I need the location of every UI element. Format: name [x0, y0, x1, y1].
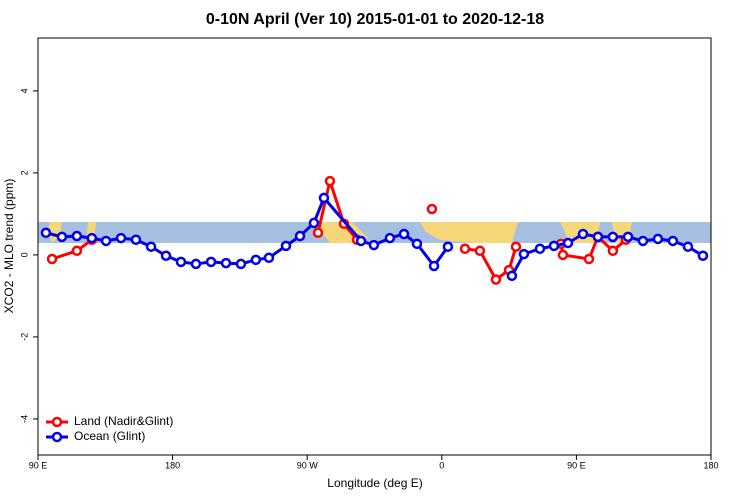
data-point — [506, 270, 518, 282]
data-point — [175, 256, 187, 268]
data-point — [263, 252, 275, 264]
data-point — [592, 231, 604, 243]
data-point — [557, 249, 569, 261]
y-tick-label: 0 — [19, 252, 29, 257]
legend-marker — [51, 431, 63, 443]
plot-frame — [37, 37, 712, 456]
data-point — [115, 232, 127, 244]
legend: Land (Nadir&Glint)Ocean (Glint) — [46, 414, 173, 443]
data-point — [86, 232, 98, 244]
x-tick-label: 180 — [165, 460, 180, 470]
legend-label: Ocean (Glint) — [74, 429, 145, 443]
data-point — [682, 241, 694, 252]
data-point — [324, 175, 336, 187]
data-point — [607, 231, 619, 243]
ocean-band — [38, 222, 711, 243]
data-point — [100, 235, 112, 247]
data-point — [534, 243, 546, 255]
data-point — [280, 240, 292, 252]
y-axis-label: XCO2 - MLO trend (ppm) — [2, 179, 16, 314]
data-point — [607, 245, 619, 257]
data-point — [308, 217, 320, 229]
data-point — [318, 192, 330, 204]
data-point — [652, 233, 664, 245]
y-tick-label: 2 — [19, 170, 29, 175]
x-tick-label: 0 — [439, 460, 444, 470]
data-point — [46, 253, 58, 265]
data-point — [510, 241, 522, 252]
y-tick-label: -2 — [19, 333, 29, 341]
chart-title: 0-10N April (Ver 10) 2015-01-01 to 2020-… — [206, 11, 544, 28]
data-point — [56, 231, 68, 243]
data-point — [71, 245, 83, 257]
map-band — [38, 222, 711, 243]
data-point — [130, 234, 142, 245]
data-point — [637, 235, 649, 247]
x-tick-label: 90 E — [567, 460, 586, 470]
data-point — [398, 228, 410, 240]
data-point — [235, 258, 247, 270]
data-point — [145, 241, 157, 252]
data-point — [355, 235, 367, 247]
land-shape — [48, 222, 632, 243]
data-point — [250, 254, 262, 266]
data-point — [490, 274, 502, 285]
data-point — [312, 227, 324, 239]
data-point — [384, 232, 396, 244]
data-point — [294, 230, 306, 242]
x-tick-label: 90 W — [297, 460, 319, 470]
data-point — [562, 237, 574, 249]
y-tick-label: -4 — [19, 415, 29, 423]
data-point — [622, 231, 634, 243]
data-point — [411, 238, 423, 250]
data-point — [190, 258, 202, 270]
data-point — [459, 243, 471, 255]
data-point — [518, 248, 530, 260]
data-point — [577, 228, 589, 240]
data-point — [697, 250, 709, 261]
data-point — [40, 227, 52, 239]
data-point — [426, 203, 438, 215]
data-point — [160, 250, 172, 261]
data-point — [442, 241, 454, 252]
y-tick-label: 4 — [19, 88, 29, 93]
data-point — [220, 257, 232, 269]
data-point — [583, 253, 595, 265]
data-point — [205, 256, 217, 268]
data-point — [548, 240, 560, 252]
data-point — [71, 230, 83, 242]
data-point — [474, 245, 486, 257]
data-point — [667, 235, 679, 247]
data-point — [428, 260, 440, 272]
legend-label: Land (Nadir&Glint) — [74, 414, 173, 428]
x-axis-label: Longitude (deg E) — [327, 476, 422, 490]
legend-marker — [51, 416, 63, 428]
x-tick-label: 180 — [703, 460, 718, 470]
x-tick-label: 90 E — [29, 460, 48, 470]
data-point — [368, 239, 380, 251]
